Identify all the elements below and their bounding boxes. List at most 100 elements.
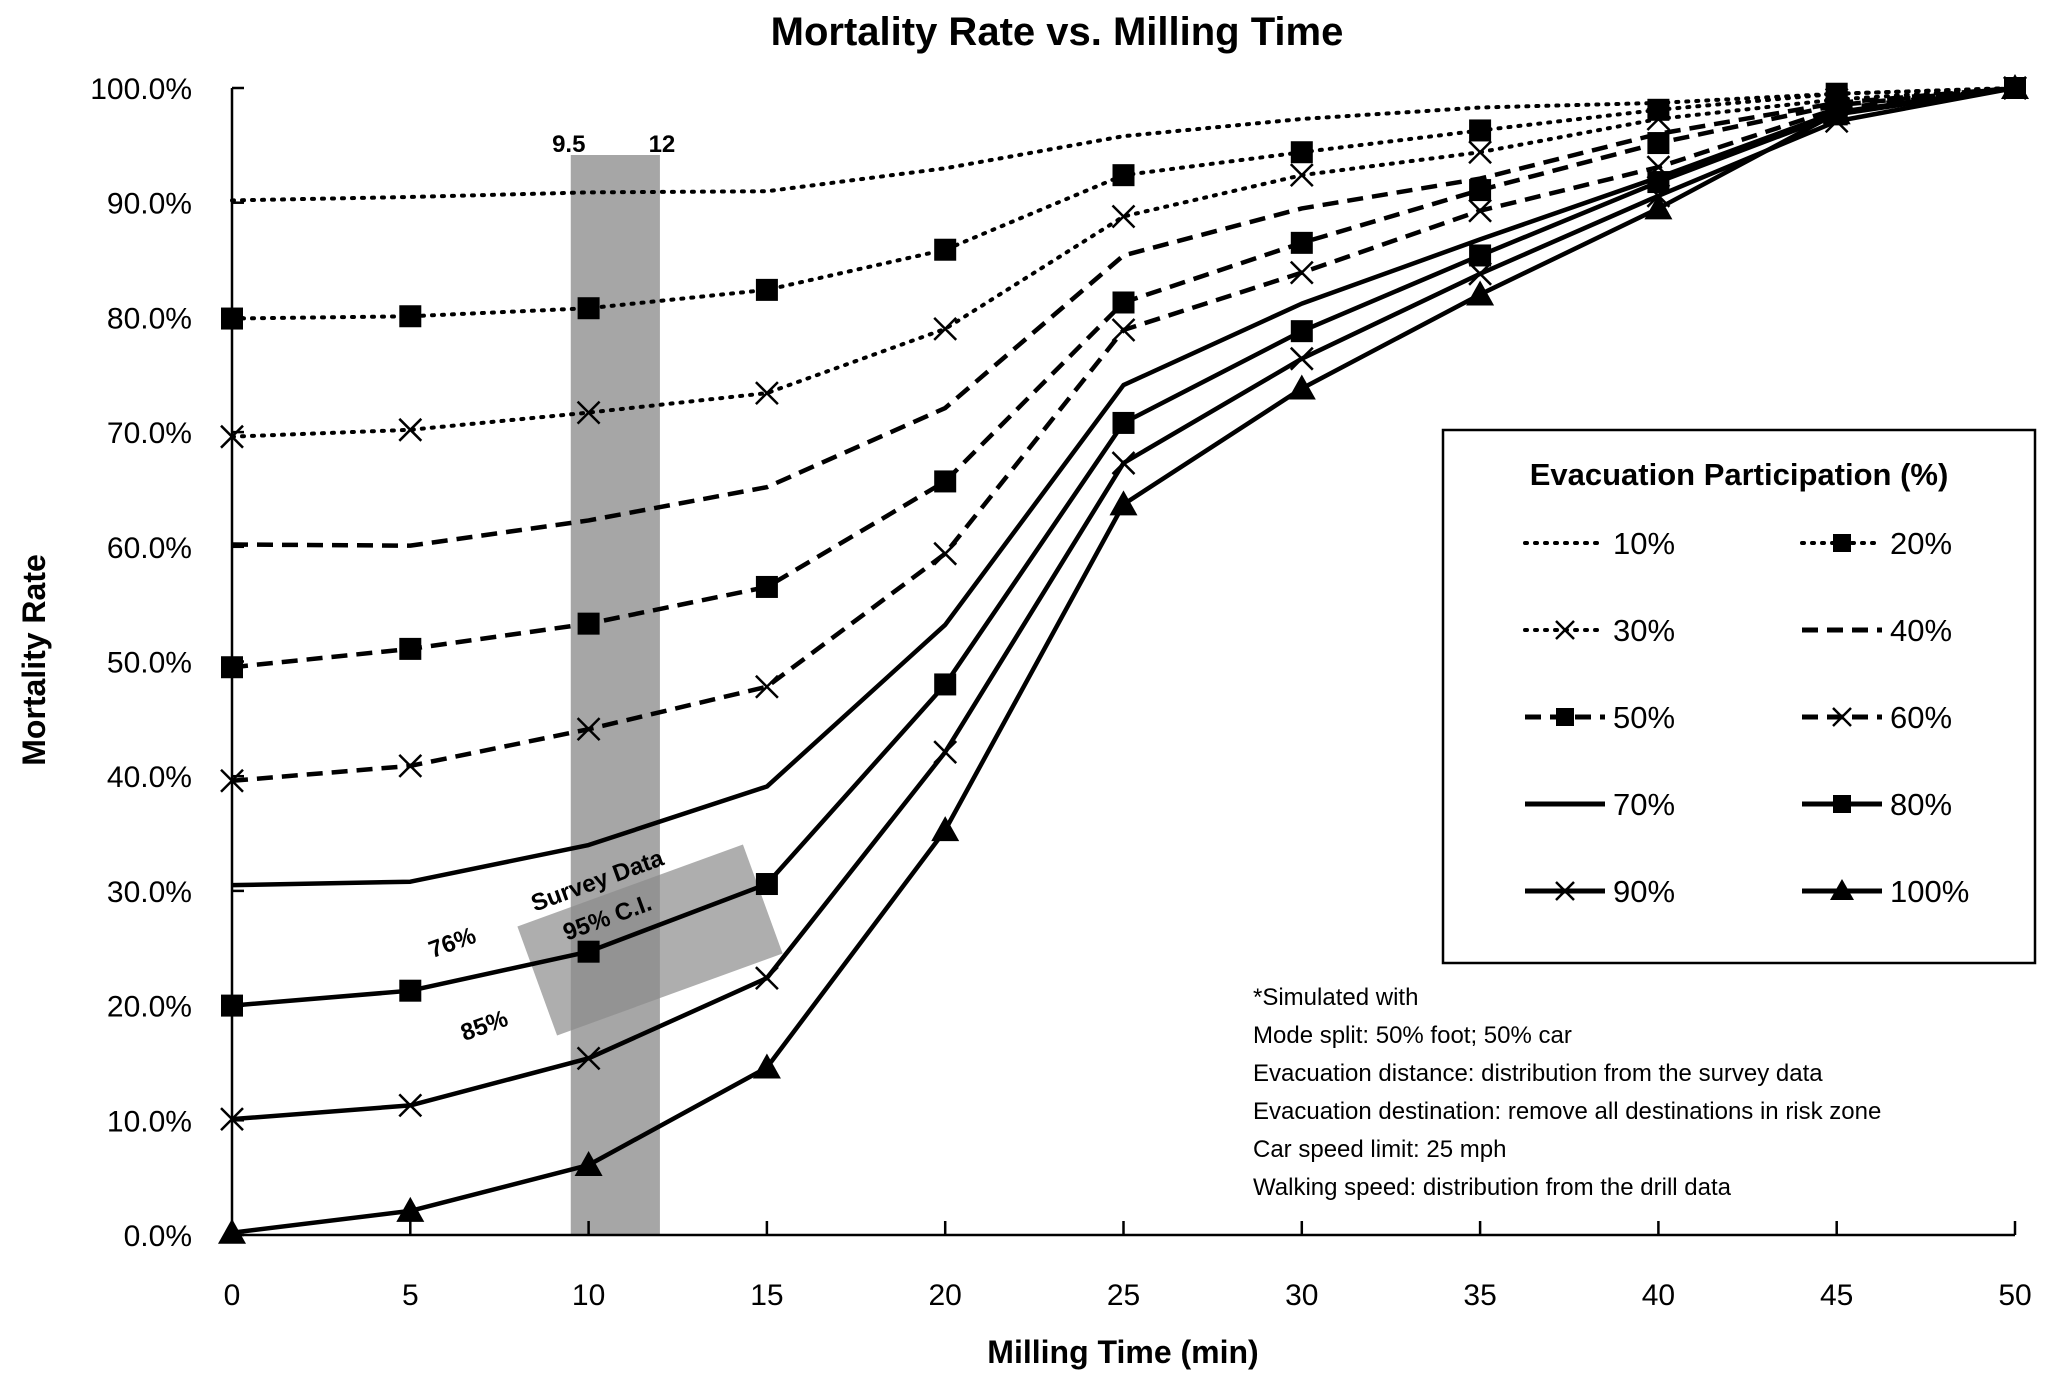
x-tick-label: 10 — [572, 1279, 605, 1312]
square-marker — [1112, 291, 1135, 314]
square-marker — [1290, 141, 1313, 164]
legend-item: 60% — [1802, 700, 1952, 735]
y-tick-label: 30.0% — [107, 876, 192, 909]
y-axis-label: Mortality Rate — [16, 554, 52, 766]
triangle-marker — [574, 1151, 603, 1177]
band-start-label: 9.5 — [552, 131, 585, 158]
legend-item: 10% — [1523, 526, 1675, 561]
legend-item: 80% — [1802, 787, 1952, 822]
x-marker — [1111, 451, 1136, 475]
y-tick-label: 100.0% — [90, 73, 192, 106]
note-line: Mode split: 50% foot; 50% car — [1253, 1022, 1572, 1049]
x-marker — [1289, 163, 1314, 188]
square-marker — [934, 238, 957, 261]
legend-box — [1441, 428, 2037, 965]
survey-ci-upper-label: 76% — [425, 922, 479, 964]
x-axis-label: Milling Time (min) — [987, 1334, 1258, 1370]
y-tick-label: 80.0% — [107, 302, 192, 335]
triangle-marker — [2001, 74, 2029, 99]
x-marker — [1555, 881, 1575, 901]
legend-label: 10% — [1613, 526, 1675, 561]
note-line: Car speed limit: 25 mph — [1253, 1136, 1506, 1163]
square-marker — [755, 575, 778, 598]
survey-ci-box — [517, 844, 783, 1036]
y-tick-label: 0.0% — [124, 1220, 192, 1253]
square-marker — [934, 673, 957, 696]
series-10pct — [230, 86, 2017, 203]
x-tick-label: 25 — [1107, 1279, 1140, 1312]
y-tick-label: 10.0% — [107, 1105, 192, 1138]
x-tick-label: 35 — [1463, 1279, 1496, 1312]
series-line — [231, 85, 2016, 888]
survey-ci-lower-label: 85% — [457, 1005, 511, 1047]
x-marker — [933, 740, 958, 764]
x-tick-label: 0 — [224, 1279, 241, 1312]
x-marker — [220, 1107, 244, 1132]
square-marker — [1647, 98, 1670, 121]
legend-item: 40% — [1802, 613, 1952, 648]
y-tick-label: 70.0% — [107, 417, 192, 450]
legend-item: 90% — [1525, 874, 1675, 909]
triangle-marker — [396, 1196, 425, 1222]
series-40pct — [231, 85, 2016, 548]
legend-item: 20% — [1800, 526, 1952, 561]
square-marker — [755, 278, 778, 301]
x-marker — [1832, 707, 1852, 727]
legend-item: 30% — [1523, 613, 1675, 648]
note-line: Evacuation destination: remove all desti… — [1253, 1098, 1881, 1125]
square-marker — [221, 656, 243, 679]
square-marker — [1556, 708, 1574, 726]
legend-item: 100% — [1802, 874, 1969, 909]
x-marker — [1468, 261, 1492, 286]
y-tick-label: 60.0% — [107, 532, 192, 565]
x-tick-label: 30 — [1285, 1279, 1318, 1312]
square-marker — [577, 612, 600, 635]
square-marker — [934, 470, 957, 493]
legend-label: 90% — [1613, 874, 1675, 909]
x-marker — [1289, 260, 1314, 285]
x-marker — [1111, 204, 1136, 229]
x-marker — [576, 400, 601, 425]
square-marker — [221, 307, 243, 330]
x-marker — [1289, 346, 1314, 371]
legend-label: 60% — [1890, 700, 1952, 735]
y-tick-label: 40.0% — [107, 761, 192, 794]
x-tick-label: 20 — [929, 1279, 962, 1312]
series-line — [230, 86, 2017, 439]
square-marker — [399, 305, 422, 328]
x-marker — [1111, 318, 1136, 342]
x-marker — [576, 1046, 601, 1071]
series-30pct — [220, 76, 2027, 449]
square-marker — [1469, 244, 1492, 267]
triangle-marker — [1466, 280, 1495, 306]
x-marker — [1646, 107, 1671, 131]
square-marker — [1833, 795, 1851, 813]
legend-label: 100% — [1890, 874, 1969, 909]
y-tick-label: 90.0% — [107, 188, 192, 221]
square-marker — [1290, 320, 1313, 343]
x-marker — [576, 717, 601, 742]
simulation-notes: *Simulated with Mode split: 50% foot; 50%… — [1253, 984, 1881, 1201]
triangle-marker — [1822, 99, 1851, 125]
legend-label: 70% — [1613, 787, 1675, 822]
legend-label: 40% — [1890, 613, 1952, 648]
x-marker — [1555, 620, 1575, 640]
note-line: *Simulated with — [1253, 984, 1418, 1011]
x-tick-label: 50 — [1998, 1279, 2031, 1312]
x-tick-label: 40 — [1642, 1279, 1675, 1312]
series-line — [230, 86, 2017, 203]
x-marker — [1468, 140, 1492, 165]
legend-item: 70% — [1525, 787, 1675, 822]
legend-title: Evacuation Participation (%) — [1530, 457, 1949, 492]
square-marker — [577, 940, 600, 963]
square-marker — [1833, 534, 1851, 552]
x-marker — [220, 768, 244, 793]
chart-title: Mortality Rate vs. Milling Time — [771, 10, 1344, 54]
y-tick-label: 50.0% — [107, 647, 192, 680]
square-marker — [755, 873, 778, 896]
x-tick-label: 45 — [1820, 1279, 1853, 1312]
triangle-marker — [931, 816, 960, 842]
series-100pct — [218, 74, 2029, 1244]
series-70pct — [231, 85, 2016, 888]
y-tick-label: 20.0% — [107, 991, 192, 1024]
